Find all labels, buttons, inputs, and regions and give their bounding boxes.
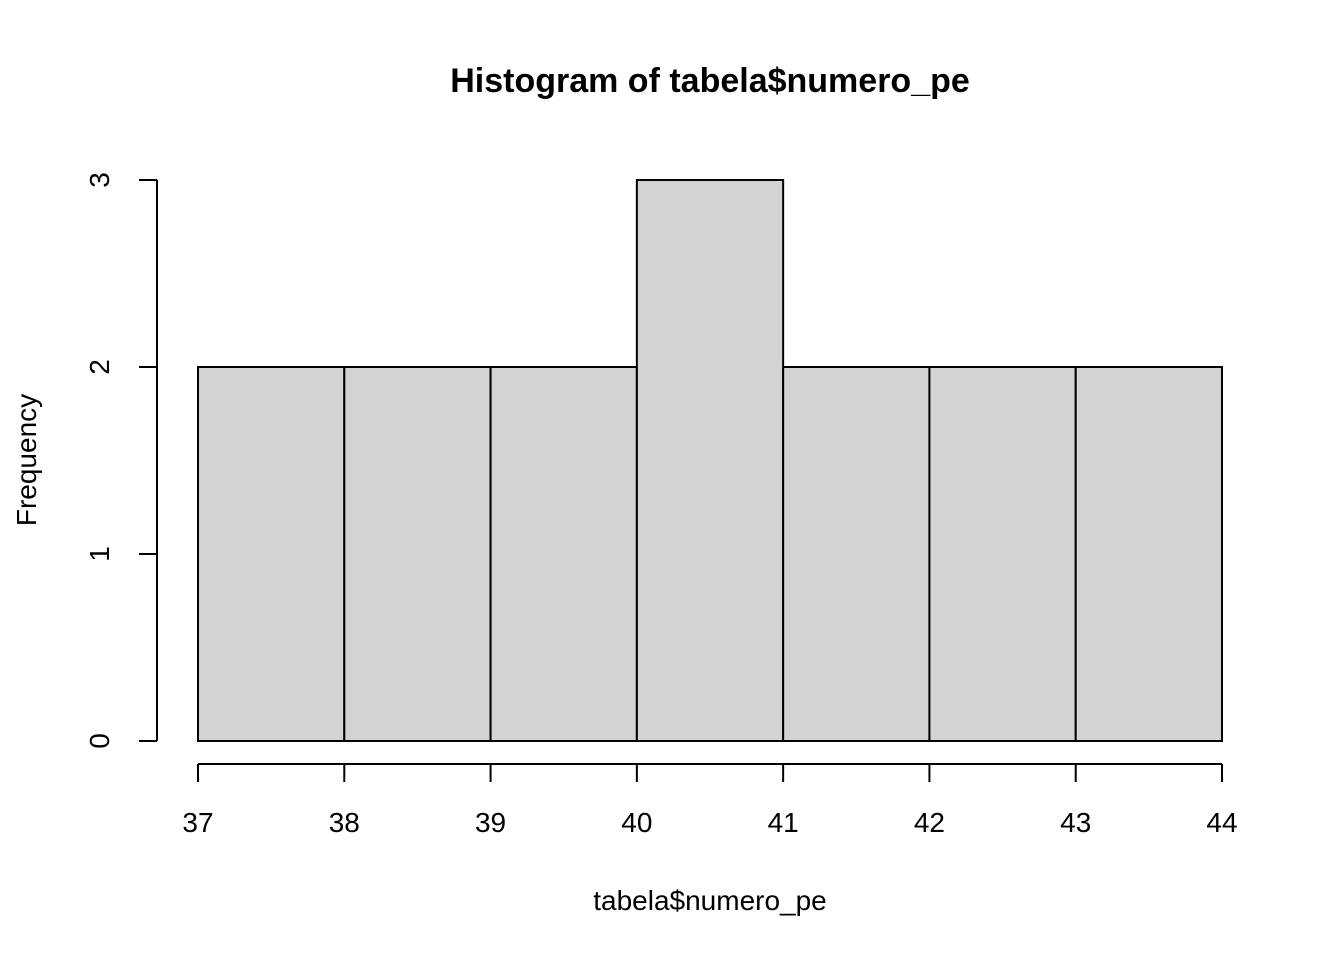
x-tick-label-2: 39 (475, 807, 506, 838)
x-tick-label-7: 44 (1206, 807, 1237, 838)
y-tick-label-2: 2 (84, 359, 115, 375)
histogram-bar-6 (1076, 367, 1222, 741)
x-axis: 37 38 39 40 41 42 43 44 (182, 764, 1237, 838)
chart-title: Histogram of tabela$numero_pe (450, 62, 970, 100)
x-tick-label-1: 38 (329, 807, 360, 838)
y-axis-label: Frequency (11, 394, 42, 526)
x-tick-label-0: 37 (182, 807, 213, 838)
x-tick-label-5: 42 (914, 807, 945, 838)
y-axis: 0 1 2 3 (84, 172, 157, 749)
y-tick-label-0: 0 (84, 733, 115, 749)
x-tick-label-4: 41 (768, 807, 799, 838)
histogram-bar-2 (491, 367, 637, 741)
x-tick-label-6: 43 (1060, 807, 1091, 838)
y-tick-label-3: 3 (84, 172, 115, 188)
x-tick-label-3: 40 (621, 807, 652, 838)
histogram-bar-0 (198, 367, 344, 741)
y-tick-label-1: 1 (84, 546, 115, 562)
histogram-bar-4 (783, 367, 929, 741)
histogram-bar-3 (637, 180, 783, 741)
histogram-bar-1 (344, 367, 490, 741)
bars-group (198, 180, 1222, 741)
x-axis-label: tabela$numero_pe (593, 885, 827, 916)
histogram-bar-5 (929, 367, 1075, 741)
